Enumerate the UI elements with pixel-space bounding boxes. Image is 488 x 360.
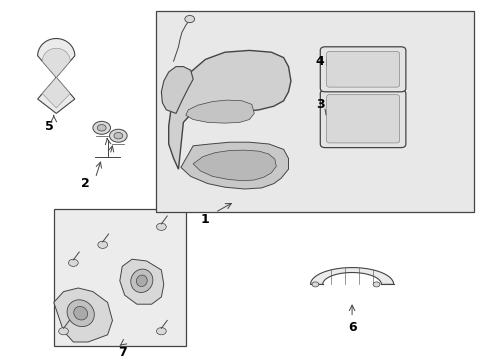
FancyBboxPatch shape (320, 47, 405, 92)
Text: 4: 4 (315, 55, 324, 68)
Polygon shape (161, 67, 193, 113)
Text: 3: 3 (315, 98, 324, 111)
Polygon shape (42, 48, 70, 108)
FancyBboxPatch shape (320, 90, 405, 148)
Text: 7: 7 (118, 346, 126, 359)
FancyBboxPatch shape (326, 51, 399, 87)
Polygon shape (185, 100, 254, 123)
Circle shape (68, 259, 78, 266)
Circle shape (109, 129, 127, 142)
Circle shape (156, 223, 166, 230)
Circle shape (372, 282, 379, 287)
Ellipse shape (136, 275, 147, 287)
Polygon shape (54, 288, 112, 342)
Polygon shape (168, 50, 290, 169)
Polygon shape (38, 39, 75, 113)
Circle shape (184, 15, 194, 23)
Circle shape (156, 328, 166, 335)
Bar (54, 209, 185, 346)
Bar (156, 11, 473, 212)
FancyBboxPatch shape (326, 95, 399, 143)
Circle shape (114, 132, 122, 139)
Circle shape (93, 121, 110, 134)
Text: 2: 2 (81, 177, 90, 190)
Text: 5: 5 (44, 120, 53, 132)
Text: 6: 6 (347, 321, 356, 334)
Circle shape (311, 282, 318, 287)
Polygon shape (120, 259, 163, 304)
Circle shape (98, 241, 107, 248)
Circle shape (59, 328, 68, 335)
Polygon shape (181, 142, 288, 189)
Polygon shape (310, 267, 393, 284)
Ellipse shape (130, 269, 153, 292)
Ellipse shape (67, 300, 94, 327)
Text: 1: 1 (201, 213, 209, 226)
Circle shape (97, 125, 106, 131)
Polygon shape (193, 150, 276, 181)
Ellipse shape (74, 306, 87, 320)
